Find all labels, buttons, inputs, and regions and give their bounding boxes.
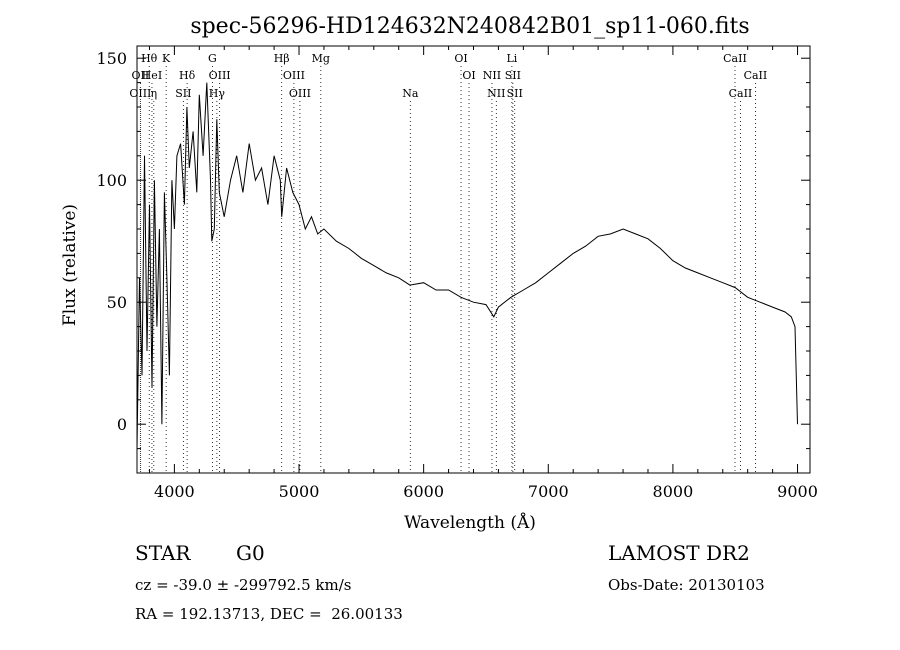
chart-title: spec-56296-HD124632N240842B01_sp11-060.f… — [190, 14, 749, 39]
x-tick-label: 7000 — [528, 482, 569, 501]
line-label: OII — [132, 69, 150, 82]
obs-date: Obs-Date: 20130103 — [608, 576, 765, 594]
line-label: OI — [454, 52, 467, 65]
line-label: CaII — [723, 52, 747, 65]
y-tick-label: 50 — [107, 293, 127, 312]
line-label: Na — [402, 87, 419, 100]
y-axis-label: Flux (relative) — [60, 204, 80, 326]
line-label: SII — [175, 87, 191, 100]
x-tick-label: 6000 — [403, 482, 444, 501]
x-axis-label: Wavelength (Å) — [404, 512, 536, 533]
line-label: OIII — [129, 87, 151, 100]
line-label: Li — [506, 52, 517, 65]
redshift-readout: cz = -39.0 ± -299792.5 km/s — [135, 576, 352, 594]
line-label: CaII — [729, 87, 753, 100]
line-label: Hγ — [209, 87, 226, 100]
line-label: K — [162, 52, 171, 65]
line-label: NII — [487, 87, 505, 100]
line-label: Mg — [312, 52, 330, 65]
y-tick-label: 0 — [117, 415, 127, 434]
coordinates-readout: RA = 192.13713, DEC = 26.00133 — [135, 605, 403, 623]
line-label: η — [151, 87, 158, 100]
plot-frame — [136, 45, 811, 474]
line-label: OI — [462, 69, 475, 82]
line-label: OIII — [289, 87, 311, 100]
line-label: NII — [483, 69, 501, 82]
x-tick-label: 8000 — [653, 482, 694, 501]
spectral-subclass: G0 — [236, 541, 265, 565]
line-label: SII — [505, 69, 521, 82]
line-label: OIII — [283, 69, 305, 82]
y-tick-label: 150 — [96, 49, 127, 68]
y-tick-label: 100 — [96, 171, 127, 190]
line-label: CaII — [744, 69, 768, 82]
line-label: HeI — [142, 69, 162, 82]
line-label: SII — [507, 87, 523, 100]
line-label: Hθ — [141, 52, 158, 65]
spectrum-line — [136, 82, 798, 449]
line-label: G — [208, 52, 217, 65]
line-label: Hδ — [179, 69, 196, 82]
x-tick-label: 9000 — [777, 482, 818, 501]
line-label: OIII — [209, 69, 231, 82]
object-type: STAR — [135, 541, 191, 565]
survey-name: LAMOST DR2 — [608, 541, 750, 565]
line-label: Hβ — [274, 52, 290, 65]
x-tick-label: 5000 — [279, 482, 320, 501]
x-tick-label: 4000 — [154, 482, 195, 501]
